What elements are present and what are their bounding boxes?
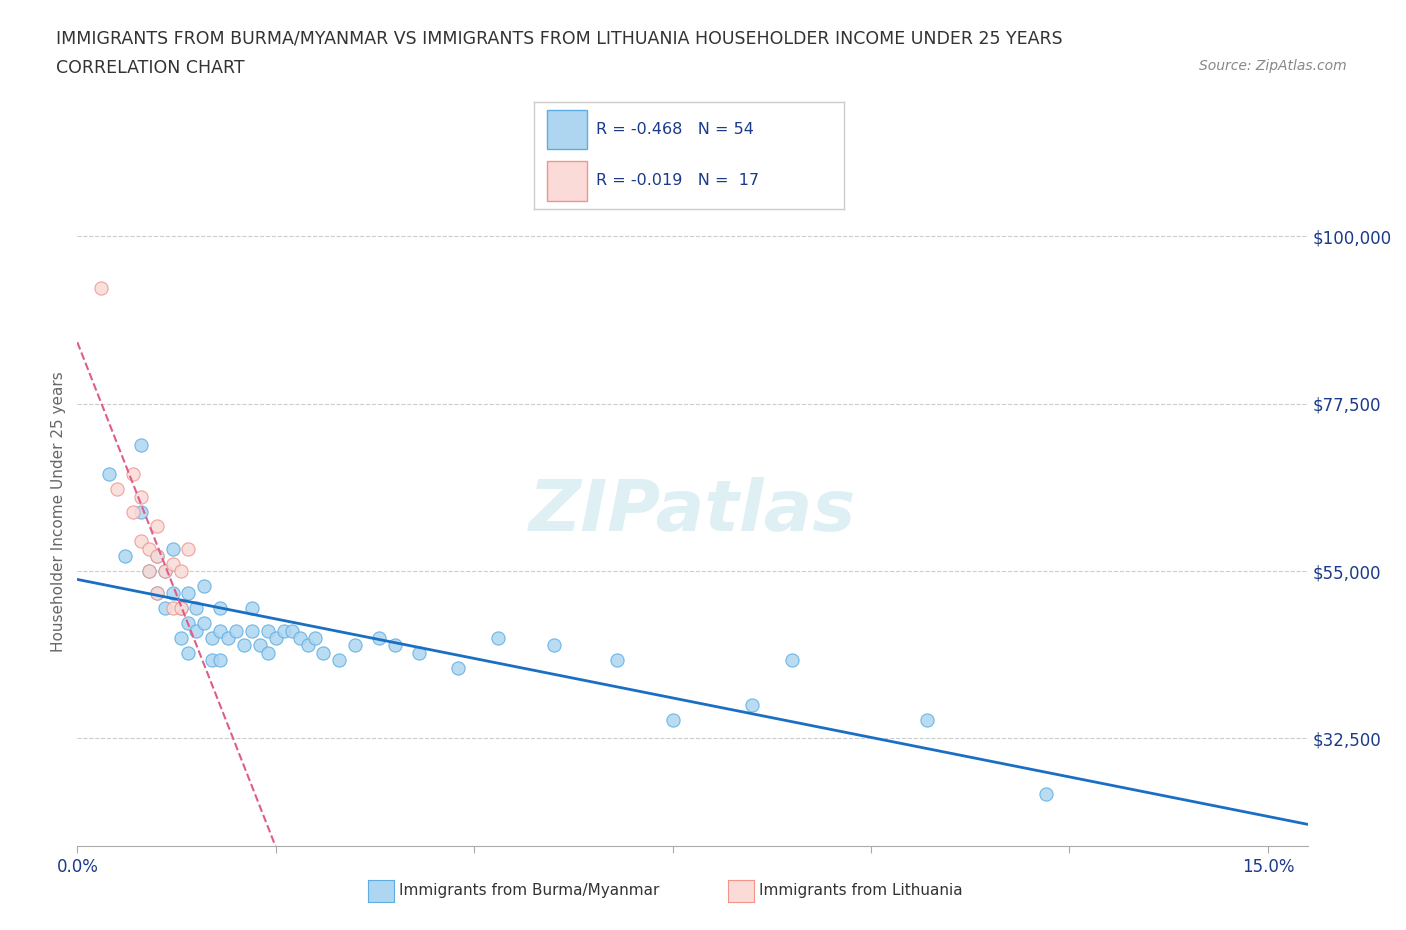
- Point: [606, 653, 628, 668]
- Point: [273, 623, 295, 638]
- Point: [304, 631, 326, 645]
- Text: Source: ZipAtlas.com: Source: ZipAtlas.com: [1199, 59, 1347, 73]
- Point: [661, 712, 683, 727]
- Point: [780, 653, 803, 668]
- Point: [543, 638, 565, 653]
- Point: [177, 616, 200, 631]
- Point: [915, 712, 938, 727]
- Point: [90, 281, 112, 296]
- FancyBboxPatch shape: [547, 110, 586, 150]
- Point: [177, 586, 200, 601]
- Point: [98, 467, 121, 482]
- Point: [249, 638, 271, 653]
- Point: [162, 586, 184, 601]
- Point: [177, 541, 200, 556]
- Point: [368, 631, 391, 645]
- Point: [256, 645, 278, 660]
- Point: [169, 601, 191, 616]
- Text: IMMIGRANTS FROM BURMA/MYANMAR VS IMMIGRANTS FROM LITHUANIA HOUSEHOLDER INCOME UN: IMMIGRANTS FROM BURMA/MYANMAR VS IMMIGRA…: [56, 30, 1063, 47]
- Point: [186, 601, 208, 616]
- Point: [145, 549, 167, 564]
- Point: [486, 631, 509, 645]
- Text: Immigrants from Burma/Myanmar: Immigrants from Burma/Myanmar: [399, 884, 659, 898]
- Point: [233, 638, 256, 653]
- Point: [145, 586, 167, 601]
- Text: R = -0.468   N = 54: R = -0.468 N = 54: [596, 122, 754, 137]
- Point: [217, 631, 239, 645]
- Point: [138, 564, 160, 578]
- Point: [225, 623, 247, 638]
- Point: [312, 645, 335, 660]
- Point: [162, 541, 184, 556]
- Point: [201, 653, 224, 668]
- Point: [384, 638, 406, 653]
- Point: [240, 601, 263, 616]
- Point: [1035, 787, 1057, 802]
- Point: [122, 504, 145, 519]
- Point: [162, 601, 184, 616]
- Point: [288, 631, 311, 645]
- Point: [186, 623, 208, 638]
- Point: [162, 556, 184, 571]
- Point: [408, 645, 430, 660]
- Point: [256, 623, 278, 638]
- Point: [145, 549, 167, 564]
- Point: [447, 660, 470, 675]
- Point: [209, 653, 232, 668]
- Point: [209, 601, 232, 616]
- Point: [129, 437, 152, 452]
- Point: [169, 601, 191, 616]
- Point: [105, 482, 128, 497]
- Point: [264, 631, 287, 645]
- Point: [741, 698, 763, 712]
- Point: [193, 616, 215, 631]
- Point: [114, 549, 136, 564]
- Point: [240, 623, 263, 638]
- Point: [153, 564, 176, 578]
- Point: [153, 601, 176, 616]
- Text: Immigrants from Lithuania: Immigrants from Lithuania: [759, 884, 963, 898]
- Text: CORRELATION CHART: CORRELATION CHART: [56, 59, 245, 76]
- Point: [153, 564, 176, 578]
- Point: [201, 631, 224, 645]
- Point: [344, 638, 367, 653]
- Point: [129, 534, 152, 549]
- Point: [122, 467, 145, 482]
- Point: [145, 586, 167, 601]
- Point: [209, 623, 232, 638]
- Point: [145, 519, 167, 534]
- Point: [297, 638, 319, 653]
- Point: [328, 653, 350, 668]
- Point: [177, 645, 200, 660]
- Point: [129, 504, 152, 519]
- FancyBboxPatch shape: [547, 161, 586, 201]
- Text: R = -0.019   N =  17: R = -0.019 N = 17: [596, 173, 759, 188]
- Point: [138, 541, 160, 556]
- Y-axis label: Householder Income Under 25 years: Householder Income Under 25 years: [51, 371, 66, 652]
- Point: [193, 578, 215, 593]
- Point: [169, 564, 191, 578]
- Text: ZIPatlas: ZIPatlas: [529, 477, 856, 546]
- Point: [138, 564, 160, 578]
- Point: [169, 631, 191, 645]
- Point: [129, 489, 152, 504]
- Point: [280, 623, 302, 638]
